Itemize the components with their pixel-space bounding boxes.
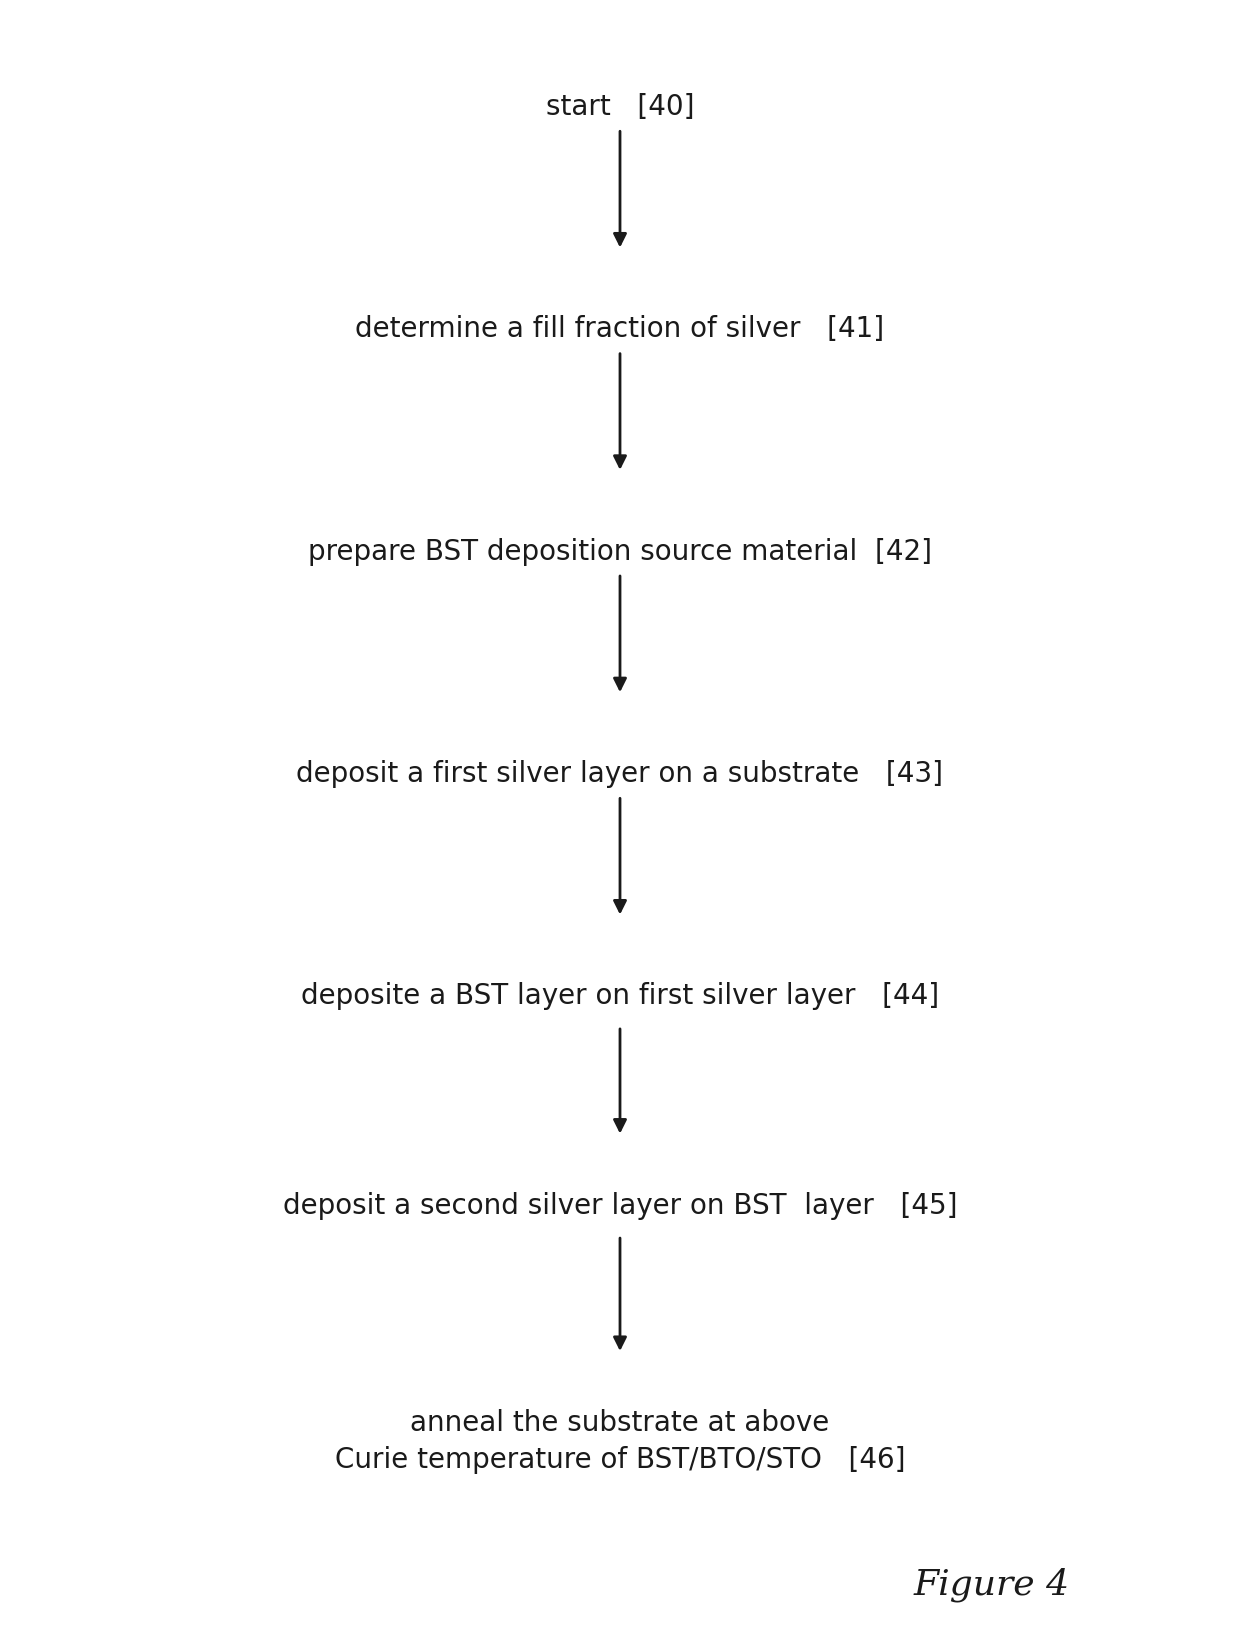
Text: anneal the substrate at above
Curie temperature of BST/BTO/STO   [46]: anneal the substrate at above Curie temp… xyxy=(335,1408,905,1474)
Text: prepare BST deposition source material  [42]: prepare BST deposition source material [… xyxy=(308,537,932,567)
Text: deposit a second silver layer on BST  layer   [45]: deposit a second silver layer on BST lay… xyxy=(283,1191,957,1220)
Text: Figure 4: Figure 4 xyxy=(914,1568,1070,1601)
Text: start   [40]: start [40] xyxy=(546,92,694,122)
Text: deposite a BST layer on first silver layer   [44]: deposite a BST layer on first silver lay… xyxy=(301,982,939,1011)
Text: deposit a first silver layer on a substrate   [43]: deposit a first silver layer on a substr… xyxy=(296,759,944,789)
Text: determine a fill fraction of silver   [41]: determine a fill fraction of silver [41] xyxy=(356,315,884,344)
